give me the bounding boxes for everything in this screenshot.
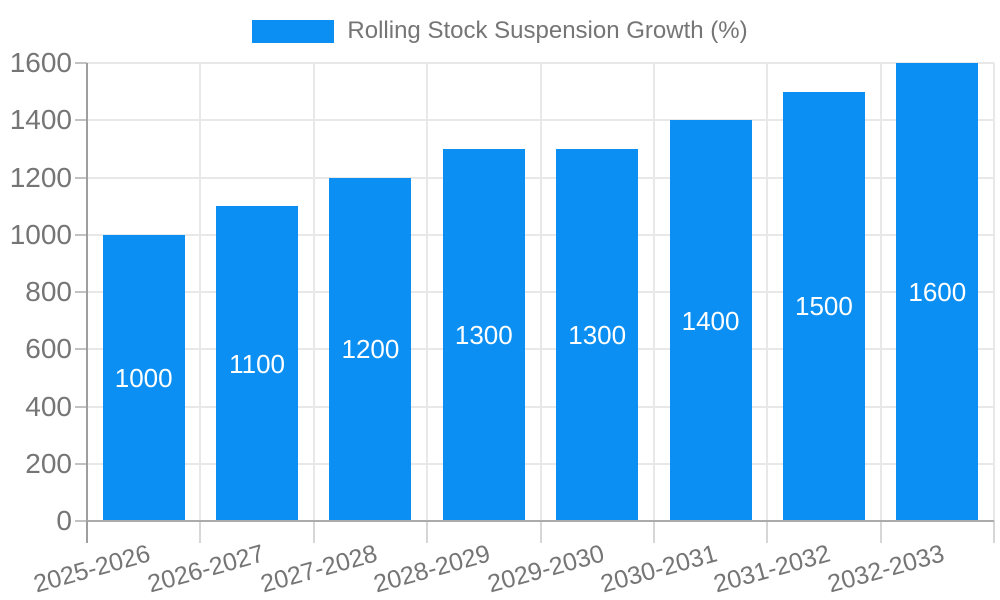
bar-value-label: 1400 [681,305,740,336]
y-axis-tick [75,462,87,465]
chart-legend[interactable]: Rolling Stock Suspension Growth (%) [0,17,1000,45]
y-axis-tick [75,520,87,522]
x-axis-label: 2032-2033 [824,539,948,599]
horizontal-gridline [87,405,994,408]
bar-value-label: 1100 [229,348,286,379]
x-axis-tick [312,521,315,543]
y-axis-tick [75,233,87,236]
x-axis-tick [539,521,542,543]
y-axis-tick-label: 200 [25,447,72,479]
legend-swatch-icon [252,19,335,43]
bar-value-label: 1500 [795,291,853,322]
y-axis-tick-label: 800 [25,276,72,307]
y-axis-tick-label: 400 [25,390,72,422]
bar-value-label: 1200 [341,334,400,365]
bar[interactable]: 1500 [782,91,865,521]
x-axis-baseline [87,520,994,522]
y-axis-tick [75,291,87,293]
x-axis-label: 2025-2026 [30,539,154,599]
bar[interactable]: 1200 [329,177,412,521]
horizontal-gridline [87,62,994,64]
horizontal-gridline [87,176,994,179]
y-axis-tick-label: 1200 [9,161,72,193]
horizontal-gridline [87,291,994,293]
y-axis-tick [75,405,87,408]
x-axis-tick [879,521,882,543]
vertical-gridline [993,63,995,521]
y-axis-tick-label: 1000 [9,218,72,250]
x-axis-tick [86,521,88,543]
x-axis-tick [766,521,769,543]
bar[interactable]: 1600 [896,63,979,521]
x-axis-label: 2027-2028 [257,539,381,599]
y-axis-tick-label: 1400 [9,104,72,136]
bar[interactable]: 1300 [442,148,525,521]
plot-area: 1000 1100 1200 1300 1300 1400 1500 1600 [87,62,995,521]
x-axis-tick [199,521,202,543]
bar[interactable]: 1300 [556,148,639,521]
horizontal-gridline [87,119,994,122]
x-axis-label: 2030-2031 [597,539,721,599]
horizontal-gridline [87,462,994,465]
y-axis-tick [75,62,87,64]
y-axis-tick-label: 0 [56,505,72,536]
y-axis-tick-label: 600 [25,333,72,365]
y-axis-line [86,63,88,543]
x-axis-label: 2029-2030 [484,539,607,599]
bar-value-label: 1300 [454,319,513,350]
bar-value-label: 1300 [568,319,627,350]
bar[interactable]: 1000 [102,234,185,521]
horizontal-gridline [87,348,994,351]
y-axis-tick [75,348,87,351]
bar[interactable]: 1400 [669,120,752,521]
y-axis-tick-label: 1600 [9,47,72,78]
bar-value-label: 1600 [908,277,967,307]
horizontal-gridline [87,233,994,236]
bar-value-label: 1000 [114,362,173,393]
x-axis-tick [993,521,995,543]
x-axis-tick [652,521,655,543]
y-axis-tick [75,119,87,122]
x-axis-label: 2031-2032 [710,539,834,599]
bar[interactable]: 1100 [216,206,299,521]
x-axis-tick [426,521,429,543]
x-axis-label: 2028-2029 [370,539,494,599]
x-axis-label: 2026-2027 [144,539,267,599]
y-axis-tick [75,176,87,179]
legend-label: Rolling Stock Suspension Growth (%) [347,17,748,44]
